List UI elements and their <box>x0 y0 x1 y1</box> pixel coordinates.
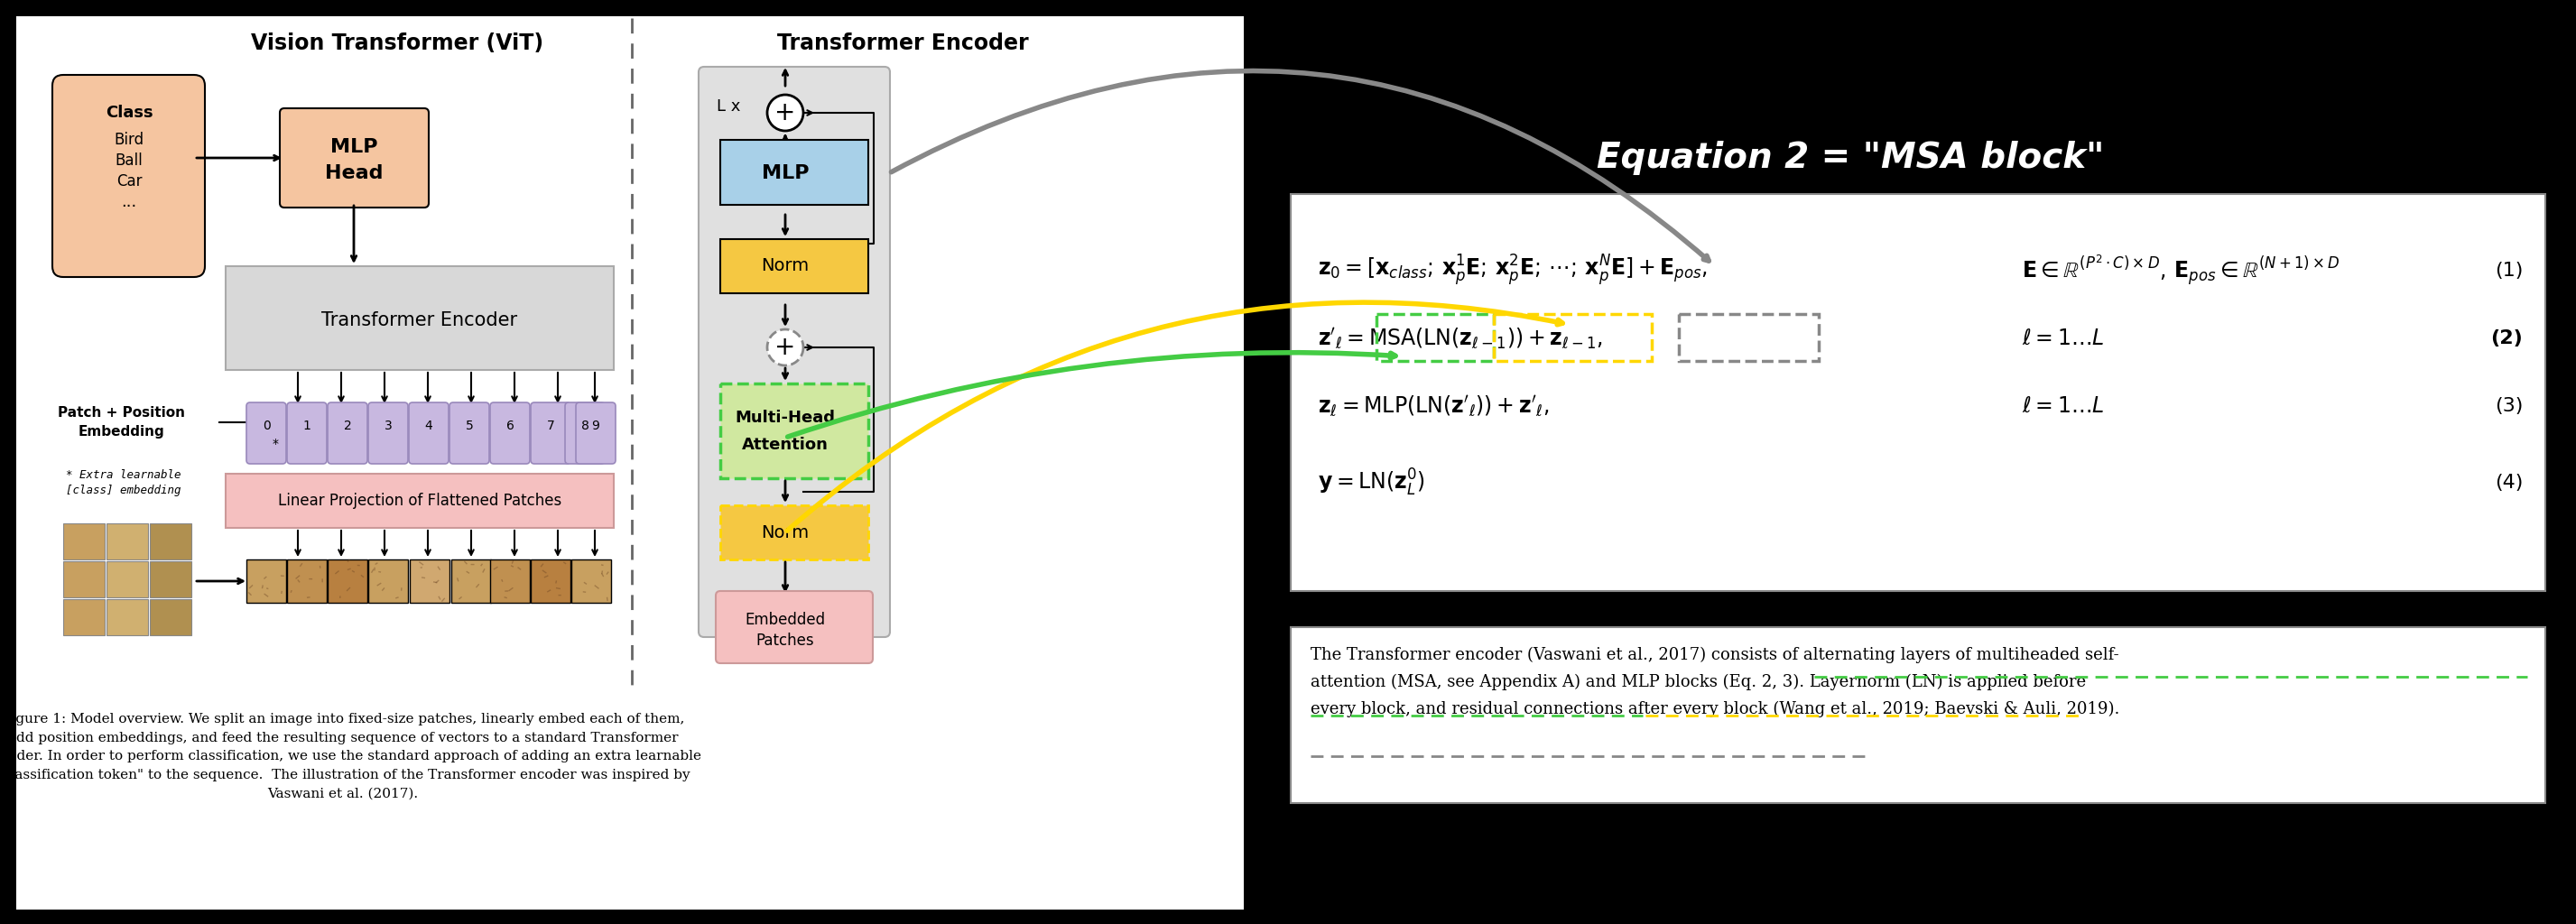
Text: 2: 2 <box>343 419 350 432</box>
FancyBboxPatch shape <box>577 403 616 464</box>
FancyBboxPatch shape <box>489 403 531 464</box>
FancyBboxPatch shape <box>281 108 428 208</box>
Text: Equation 2 = "MSA block": Equation 2 = "MSA block" <box>1597 140 2105 175</box>
FancyBboxPatch shape <box>368 403 407 464</box>
Text: $\ell = 1\ldots L$: $\ell = 1\ldots L$ <box>2022 327 2105 349</box>
Text: Attention: Attention <box>742 437 829 453</box>
Text: Patches: Patches <box>757 633 814 649</box>
Text: Head: Head <box>325 164 384 182</box>
FancyBboxPatch shape <box>489 559 531 602</box>
Text: Embedded: Embedded <box>744 612 824 628</box>
FancyBboxPatch shape <box>227 474 613 528</box>
FancyBboxPatch shape <box>64 561 106 597</box>
Text: (3): (3) <box>2494 397 2522 415</box>
FancyBboxPatch shape <box>721 505 868 559</box>
Text: 1: 1 <box>304 419 312 432</box>
FancyBboxPatch shape <box>564 403 605 464</box>
Text: $\ell = 1\ldots L$: $\ell = 1\ldots L$ <box>2022 395 2105 417</box>
FancyBboxPatch shape <box>149 561 191 597</box>
Text: * Extra learnable
[class] embedding: * Extra learnable [class] embedding <box>67 468 180 497</box>
FancyBboxPatch shape <box>410 403 448 464</box>
FancyBboxPatch shape <box>64 599 106 636</box>
Text: Bird: Bird <box>113 132 144 148</box>
FancyBboxPatch shape <box>1291 194 2545 591</box>
Text: 4: 4 <box>425 419 433 432</box>
Circle shape <box>768 329 804 366</box>
Text: 5: 5 <box>466 419 474 432</box>
Text: 8: 8 <box>580 419 590 432</box>
FancyBboxPatch shape <box>572 559 611 602</box>
FancyBboxPatch shape <box>327 403 368 464</box>
FancyBboxPatch shape <box>149 599 191 636</box>
FancyBboxPatch shape <box>531 559 569 602</box>
FancyBboxPatch shape <box>448 403 489 464</box>
Text: $\mathbf{z}_\ell = \mathrm{MLP}(\mathrm{LN}(\mathbf{z}'_\ell)) + \mathbf{z}'_\el: $\mathbf{z}_\ell = \mathrm{MLP}(\mathrm{… <box>1319 394 1548 419</box>
FancyBboxPatch shape <box>106 561 147 597</box>
Text: MLP: MLP <box>762 164 809 182</box>
Text: 3: 3 <box>384 419 392 432</box>
FancyBboxPatch shape <box>247 403 286 464</box>
FancyBboxPatch shape <box>721 140 868 205</box>
Text: Multi-Head: Multi-Head <box>734 409 835 426</box>
FancyBboxPatch shape <box>368 559 407 602</box>
Text: Norm: Norm <box>762 524 809 541</box>
FancyBboxPatch shape <box>698 67 889 637</box>
Text: *: * <box>273 438 278 450</box>
FancyBboxPatch shape <box>64 523 106 559</box>
FancyBboxPatch shape <box>227 266 613 370</box>
FancyBboxPatch shape <box>15 17 1244 909</box>
FancyBboxPatch shape <box>721 383 868 479</box>
Text: The Transformer encoder (Vaswani et al., 2017) consists of alternating layers of: The Transformer encoder (Vaswani et al.,… <box>1311 647 2120 717</box>
Text: $\mathbf{z}'_\ell = \mathrm{MSA}(\mathrm{LN}(\mathbf{z}_{\ell-1})) + \mathbf{z}_: $\mathbf{z}'_\ell = \mathrm{MSA}(\mathrm… <box>1319 326 1602 350</box>
Text: +: + <box>775 334 796 360</box>
Text: Transformer Encoder: Transformer Encoder <box>322 311 518 329</box>
Text: $\mathbf{E} \in \mathbb{R}^{(P^2 \cdot C)\times D},\, \mathbf{E}_{pos} \in \math: $\mathbf{E} \in \mathbb{R}^{(P^2 \cdot C… <box>2022 253 2339 288</box>
Text: Transformer Encoder: Transformer Encoder <box>778 32 1028 55</box>
Text: 6: 6 <box>505 419 515 432</box>
Text: $\mathbf{y} = \mathrm{LN}(\mathbf{z}^0_L)$: $\mathbf{y} = \mathrm{LN}(\mathbf{z}^0_L… <box>1319 468 1425 498</box>
Text: (1): (1) <box>2494 261 2522 280</box>
Text: (2): (2) <box>2491 329 2522 347</box>
FancyBboxPatch shape <box>52 75 206 277</box>
FancyBboxPatch shape <box>286 559 327 602</box>
FancyBboxPatch shape <box>327 559 368 602</box>
FancyBboxPatch shape <box>106 523 147 559</box>
Text: Linear Projection of Flattened Patches: Linear Projection of Flattened Patches <box>278 492 562 509</box>
FancyBboxPatch shape <box>149 523 191 559</box>
Text: Vision Transformer (ViT): Vision Transformer (ViT) <box>250 32 544 55</box>
Text: $\mathbf{z}_0 = [\mathbf{x}_{class};\, \mathbf{x}_p^1\mathbf{E};\, \mathbf{x}_p^: $\mathbf{z}_0 = [\mathbf{x}_{class};\, \… <box>1319 253 1708 288</box>
FancyBboxPatch shape <box>286 403 327 464</box>
Text: +: + <box>775 100 796 126</box>
Text: 0: 0 <box>263 419 270 432</box>
Text: ...: ... <box>121 194 137 211</box>
FancyBboxPatch shape <box>451 559 492 602</box>
Text: 7: 7 <box>546 419 554 432</box>
Circle shape <box>768 95 804 131</box>
Text: Patch + Position
Embedding: Patch + Position Embedding <box>59 406 185 439</box>
FancyBboxPatch shape <box>1291 627 2545 803</box>
Text: Figure 1: Model overview. We split an image into fixed-size patches, linearly em: Figure 1: Model overview. We split an im… <box>0 712 701 800</box>
FancyBboxPatch shape <box>106 599 147 636</box>
FancyBboxPatch shape <box>716 591 873 663</box>
FancyBboxPatch shape <box>721 239 868 293</box>
Text: L x: L x <box>716 98 739 115</box>
FancyBboxPatch shape <box>410 559 448 602</box>
FancyBboxPatch shape <box>531 403 569 464</box>
Text: Car: Car <box>116 174 142 189</box>
Text: Class: Class <box>106 104 152 121</box>
Text: (4): (4) <box>2494 474 2522 492</box>
Text: MLP: MLP <box>330 138 379 156</box>
Text: 9: 9 <box>592 419 600 432</box>
FancyBboxPatch shape <box>247 559 286 602</box>
Text: Ball: Ball <box>116 152 142 169</box>
Text: Norm: Norm <box>762 258 809 274</box>
